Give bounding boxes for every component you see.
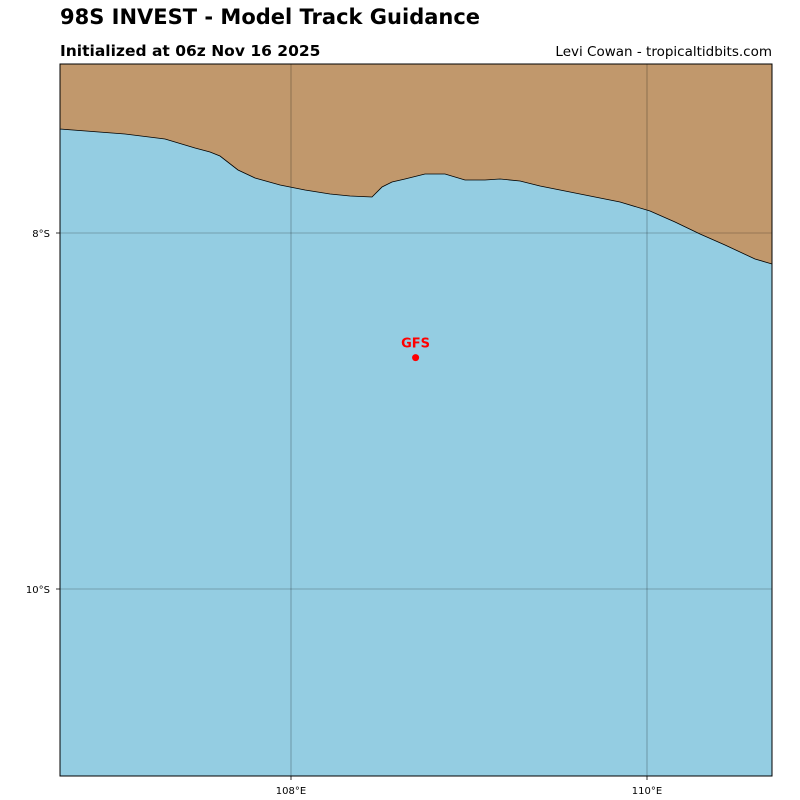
- lat-label-10s: 10°S: [26, 585, 50, 596]
- model-markers: GFS: [401, 337, 430, 362]
- map-frame: [59, 63, 773, 777]
- lon-label-108e: 108°E: [276, 786, 306, 797]
- grid-lines: [60, 64, 772, 776]
- model-label-gfs: GFS: [401, 337, 430, 352]
- tick-marks: [56, 232, 648, 780]
- model-point-gfs: [412, 354, 420, 362]
- lon-label-110e: 110°E: [632, 786, 662, 797]
- lat-label-8s: 8°S: [32, 229, 50, 240]
- initialization-subtitle: Initialized at 06z Nov 16 2025: [60, 42, 321, 60]
- land-mass: [59, 63, 773, 265]
- credit-text: Levi Cowan - tropicaltidbits.com: [555, 44, 772, 60]
- page-title: 98S INVEST - Model Track Guidance: [60, 5, 481, 29]
